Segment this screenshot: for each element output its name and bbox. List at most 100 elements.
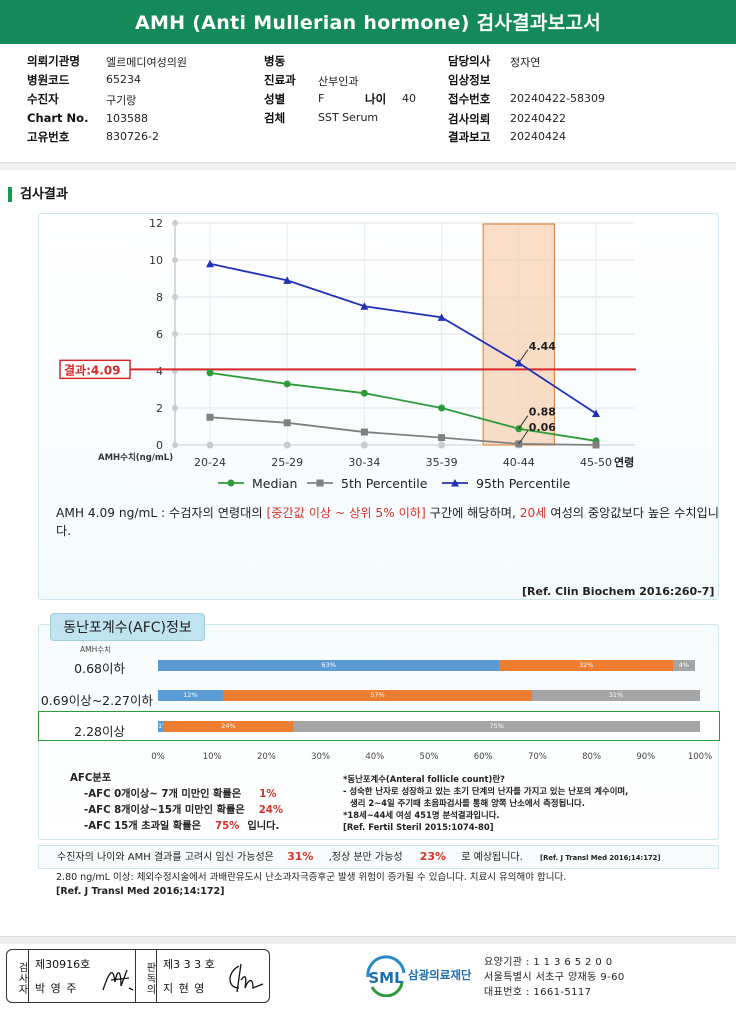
median-point — [283, 380, 291, 388]
divider — [0, 162, 736, 170]
afc-dist-text: -AFC 0개이상~ 7개 미만인 확률은 — [84, 789, 242, 800]
afc-bar: 63% 32% 4% — [158, 660, 700, 671]
x-tick-label: 25-29 — [271, 456, 303, 469]
afc-dist-line: -AFC 8개이상~15개 미만인 확률은 24% — [84, 803, 283, 819]
afc-segment-gray: 4% — [672, 660, 695, 671]
info-label: 병원코드 — [27, 73, 70, 87]
annotation-label: 0.88 — [529, 406, 556, 419]
afc-note: 생리 2~4일 주기때 초음파검사를 통해 양쪽 난소에서 측정됩니다. — [350, 798, 585, 808]
x-axis-label: 연령 — [614, 455, 634, 469]
tester-name: 박 영 주 — [35, 982, 78, 995]
p95-point — [592, 409, 600, 418]
svg-text:SML: SML — [368, 969, 404, 987]
p95-point — [206, 259, 214, 268]
afc-axis-label: 60% — [473, 752, 493, 762]
amh-chart: 0 2 4 6 8 10 12 20-24 25-29 30-34 35-39 40-44 45-50… — [59, 217, 636, 491]
chart-series — [206, 259, 600, 449]
afc-axis-label: 0% — [151, 752, 165, 762]
preg-text: 수진자의 나이와 AMH 결과를 고려시 임신 가능성은 — [57, 852, 274, 863]
p5-point — [438, 434, 446, 442]
afc-segment-orange: 57% — [223, 690, 532, 701]
afc-dist-value: 24% — [258, 805, 284, 816]
p95-point — [360, 302, 369, 310]
p95-point — [283, 276, 292, 284]
info-label: 성별 — [264, 92, 286, 106]
tester-signature — [102, 969, 134, 991]
info-value: 65234 — [106, 73, 141, 86]
reference: [Ref. Clin Biochem 2016:260-7] — [522, 585, 715, 598]
afc-row-label: 0.68이하 — [74, 661, 125, 676]
ohss-note: 2.80 ng/mL 이상: 체외수정시술에서 과배란유도시 난소과자극증후군 … — [56, 871, 566, 899]
afc-dist-text: -AFC 15개 초과일 확률은 — [84, 821, 201, 832]
afc-row-label: 2.28이상 — [74, 724, 125, 739]
info-value: 20240424 — [510, 130, 566, 143]
info-value: 산부인과 — [318, 75, 359, 88]
annotation-leader — [518, 430, 529, 445]
afc-axis-label: 90% — [636, 752, 656, 762]
series-line — [209, 371, 597, 442]
afc-segment-orange: 32% — [499, 660, 673, 671]
info-value: F — [318, 92, 325, 105]
divider — [0, 936, 736, 944]
chart-legend: Median 5th Percentile 95th Percentile — [218, 476, 571, 491]
y-tick-label: 0 — [156, 439, 163, 452]
p5-point — [592, 441, 600, 449]
afc-bar: 12% 57% 31% — [158, 690, 700, 701]
report-title: AMH (Anti Mullerian hormone) 검사결과보고서 — [0, 0, 736, 44]
patient-info: 의뢰기관명 엘르메디여성의원 병원코드 65234 수진자 구기랑 Chart … — [0, 44, 736, 162]
info-label: 결과보고 — [448, 130, 491, 144]
y-tick-dot — [172, 294, 178, 300]
signature-box: 검사자 제30916호 박 영 주 판독의 제3 3 3 호 지 현 영 — [6, 949, 270, 1003]
info-label: 접수번호 — [448, 92, 491, 106]
afc-dist-line: -AFC 0개이상~ 7개 미만인 확률은 1% — [84, 787, 276, 803]
info-label: 담당의사 — [448, 54, 491, 68]
lab-phone: 대표번호 : 1661-5117 — [484, 987, 592, 998]
y-tick-dot — [172, 405, 178, 411]
legend-label: 95th Percentile — [476, 476, 571, 491]
info-label: 수진자 — [27, 92, 59, 106]
afc-axis-label: 10% — [202, 752, 222, 762]
afc-dist-value: 1% — [259, 789, 277, 800]
annotation-leader — [518, 349, 529, 364]
preg-value: 31% — [287, 850, 314, 863]
x-tick-label: 45-50 — [580, 456, 612, 469]
preg-text: 로 예상됩니다. — [461, 852, 523, 863]
afc-note: *18세~44세 여성 451명 분석결과입니다. — [343, 810, 500, 820]
y-tick-label: 10 — [149, 254, 163, 267]
sml-logo: SML — [366, 955, 406, 997]
p5-point — [283, 419, 291, 427]
info-value: SST Serum — [318, 111, 379, 124]
comment-text: 여성의 중앙값보다 높은 수치입니다. — [56, 506, 719, 538]
afc-bar: 1%24%75% — [158, 721, 700, 732]
afc-axis-label: 30% — [311, 752, 331, 762]
chart-grid — [174, 222, 635, 449]
y-tick-label: 8 — [156, 291, 163, 304]
comment-highlight: [중간값 이상 ~ 상위 5% 이하] — [266, 506, 426, 520]
x-tick-label: 20-24 — [194, 456, 226, 469]
legend-marker — [316, 479, 324, 487]
info-label: 고유번호 — [27, 130, 70, 144]
info-value: 정자연 — [510, 56, 541, 69]
annotation-label: 4.44 — [529, 340, 556, 353]
afc-note: *동난포계수(Anteral follicle count)란? — [343, 774, 505, 784]
tester-license: 제30916호 — [35, 958, 91, 971]
y-tick-label: 2 — [156, 402, 163, 415]
median-point — [438, 404, 446, 412]
info-label: 진료과 — [264, 73, 296, 87]
lab-address: 서울특별시 서초구 양재동 9-60 — [484, 972, 625, 983]
afc-dist-text: 입니다. — [247, 821, 280, 832]
info-value: 830726-2 — [106, 130, 159, 143]
afc-segment-blue: 1% — [158, 721, 164, 732]
y-tick-label: 6 — [156, 328, 163, 341]
result-comment: AMH 4.09 ng/mL : 수검자의 연령대의 [중간값 이상 ~ 상위 … — [56, 504, 724, 540]
afc-axis: 0% 10% 20% 30% 40% 50% 60% 70% 80% 90% 100% — [0, 752, 736, 766]
y-tick-dot — [172, 220, 178, 226]
reader-signature — [229, 963, 264, 993]
info-label: 검체 — [264, 111, 286, 125]
ohss-ref: [Ref. J Transl Med 2016;14:172] — [56, 886, 225, 897]
afc-axis-label: 20% — [256, 752, 276, 762]
afc-dist-title: AFC분포 — [70, 773, 112, 784]
legend-label: Median — [252, 476, 297, 491]
info-label: Chart No. — [27, 111, 89, 125]
y-tick-label: 12 — [149, 217, 163, 230]
